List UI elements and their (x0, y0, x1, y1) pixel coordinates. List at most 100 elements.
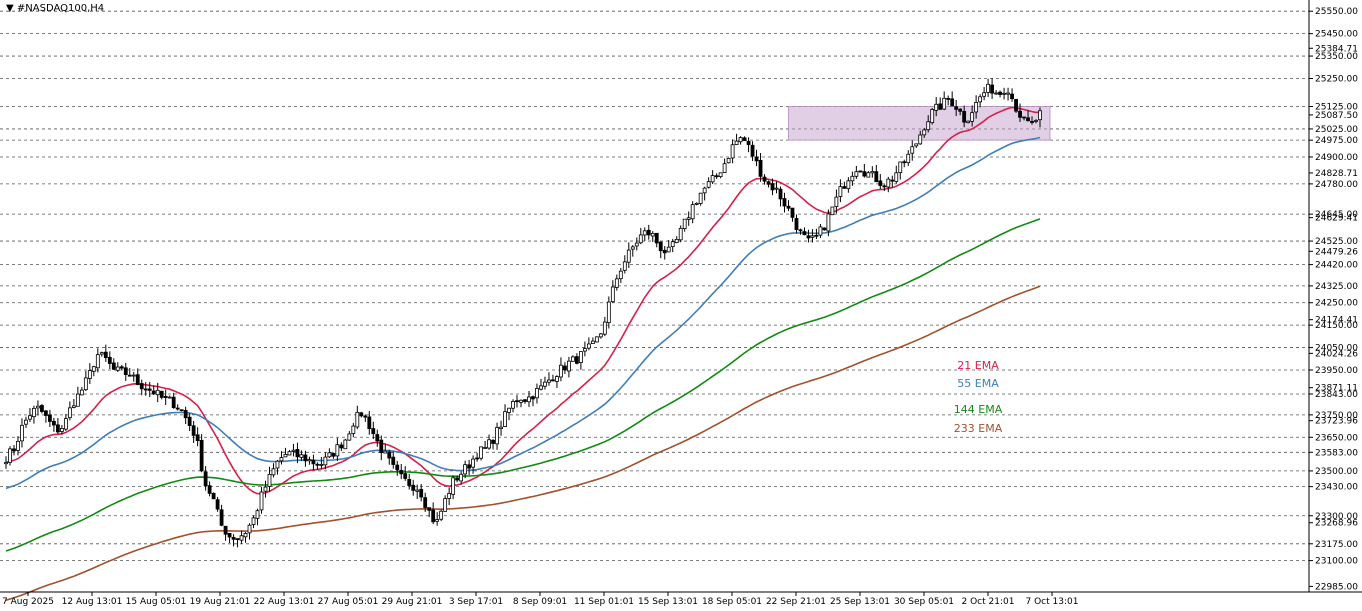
resistance-zone-layer (788, 106, 1051, 141)
candle-87 (351, 422, 356, 438)
candle-73 (295, 442, 300, 464)
ytick-label-35: 25450.00 (1315, 30, 1358, 40)
candle-78 (315, 462, 320, 470)
candle-102 (411, 479, 416, 496)
candle-218 (874, 164, 879, 183)
candle-171 (686, 211, 691, 226)
candle-125 (503, 404, 507, 428)
xtick-label-3: 19 Aug 21:01 (190, 597, 251, 607)
candle-103 (415, 484, 420, 500)
candle-179 (718, 172, 723, 179)
ytick-label-36: 25550.00 (1315, 7, 1358, 17)
candle-110 (443, 495, 448, 512)
candle-35 (143, 382, 148, 396)
candle-174 (698, 192, 703, 206)
candle-208 (834, 189, 839, 214)
candle-198 (794, 214, 799, 234)
candle-48 (195, 427, 200, 447)
candle-54 (219, 504, 224, 527)
candle-10 (44, 410, 48, 423)
candle-220 (882, 184, 887, 192)
candle-233 (934, 97, 939, 117)
ytick-label-1: 23100.00 (1315, 557, 1358, 567)
candle-154 (618, 267, 623, 283)
candle-228 (914, 143, 919, 148)
candle-191 (766, 180, 771, 188)
candle-51 (207, 481, 212, 497)
candle-42 (171, 392, 176, 409)
candle-74 (299, 450, 304, 462)
candle-190 (762, 174, 767, 185)
ema-lines (5, 106, 1041, 602)
xtick-label-1: 12 Aug 13:01 (62, 597, 123, 607)
candle-245 (982, 87, 987, 101)
xtick-label-6: 29 Aug 21:01 (382, 597, 443, 607)
candle-27 (111, 358, 116, 371)
ytick-label-11: 23843.00 (1315, 390, 1358, 400)
ytick-label-23: 24629.41 (1315, 214, 1358, 224)
candle-64 (259, 486, 264, 514)
candle-21 (87, 363, 92, 385)
ytick-label-32: 25250.00 (1315, 74, 1358, 84)
ytick-label-13: 23950.00 (1315, 366, 1358, 376)
candle-140 (563, 362, 567, 374)
candle-88 (355, 405, 360, 430)
ytick-label-27: 24900.00 (1315, 153, 1358, 163)
ytick-label-6: 23500.00 (1315, 467, 1358, 477)
candle-182 (730, 139, 735, 164)
candle-4 (20, 418, 24, 448)
ema-233-line (5, 285, 1041, 602)
candle-199 (798, 228, 803, 235)
candle-49 (199, 434, 204, 473)
candle-107 (431, 502, 436, 525)
candle-17 (71, 398, 76, 409)
candle-99 (399, 464, 404, 480)
candle-30 (123, 362, 128, 381)
xtick-label-2: 15 Aug 05:01 (126, 597, 187, 607)
candle-97 (391, 451, 396, 469)
candle-39 (159, 390, 164, 400)
candle-70 (283, 447, 288, 458)
candle-152 (610, 280, 615, 304)
candle-181 (726, 157, 731, 164)
candle-85 (343, 438, 348, 450)
candle-33 (135, 368, 140, 386)
ytick-label-14: 24024.26 (1315, 349, 1358, 359)
candle-94 (379, 435, 384, 461)
candle-44 (179, 409, 184, 412)
candle-124 (499, 420, 503, 436)
candle-256 (1026, 110, 1030, 122)
candle-188 (754, 149, 759, 167)
candle-176 (706, 177, 711, 189)
ema-21-line (5, 106, 1041, 495)
candle-187 (750, 141, 755, 162)
candle-122 (491, 439, 495, 450)
candle-37 (151, 385, 156, 396)
candle-68 (275, 459, 280, 475)
candle-36 (147, 381, 152, 398)
ytick-label-30: 25087.50 (1315, 111, 1358, 121)
candle-96 (387, 449, 392, 465)
ytick-label-16: 24150.00 (1315, 321, 1358, 331)
candle-116 (467, 459, 472, 476)
candle-158 (634, 237, 639, 251)
candle-169 (678, 225, 683, 243)
xtick-label-15: 2 Oct 21:01 (962, 597, 1015, 607)
candle-160 (642, 227, 647, 242)
candle-247 (990, 78, 994, 99)
candle-69 (279, 451, 284, 465)
ytick-label-22: 24525.00 (1315, 237, 1358, 247)
candle-241 (966, 120, 971, 124)
candle-123 (495, 422, 499, 450)
ytick-label-0: 22985.00 (1315, 582, 1358, 592)
candle-186 (746, 137, 751, 153)
xtick-label-7: 3 Sep 17:01 (449, 597, 503, 607)
candle-8 (36, 400, 40, 416)
candle-240 (962, 105, 967, 128)
candle-108 (435, 512, 440, 526)
candle-71 (287, 450, 292, 456)
candle-101 (407, 473, 412, 490)
xtick-label-10: 15 Sep 13:01 (638, 597, 698, 607)
dropdown-arrow-icon[interactable]: ▼ (6, 3, 14, 14)
